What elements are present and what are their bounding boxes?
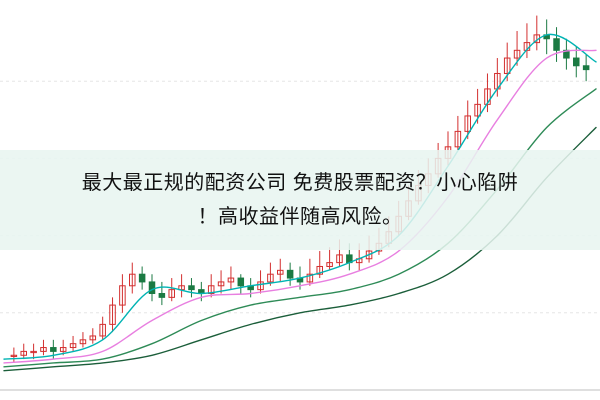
overlay-line-2: ！高收益伴随高风险。 [197,206,403,228]
overlay-line-1: 最大最正规的配资公司 免费股票配资？小心陷阱 [81,172,519,194]
overlay-text-banner: 最大最正规的配资公司 免费股票配资？小心陷阱 ！高收益伴随高风险。 [0,150,600,250]
